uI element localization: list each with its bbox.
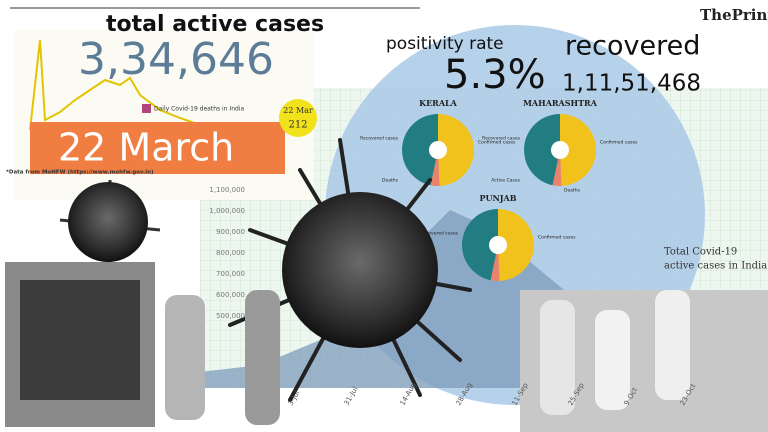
- pie-slice: [438, 114, 475, 186]
- y-tick-label: 700,000: [216, 270, 245, 278]
- pie-label: Active Cases: [491, 178, 520, 184]
- pie-hole: [429, 141, 447, 159]
- y-tick-label: 1,000,000: [209, 207, 245, 215]
- active-chart-title: active cases in India: [664, 261, 767, 272]
- pie-state: MAHARASHTRA: [523, 98, 598, 108]
- pie-label: Deaths: [564, 188, 581, 194]
- pie-state: KERALA: [419, 98, 458, 108]
- ambulance-door: [20, 280, 140, 400]
- pie-slice: [402, 114, 438, 186]
- worker: [540, 300, 575, 415]
- source-note: *Data from MoHFW (https://www.mohfw.gov.…: [6, 170, 154, 176]
- pie-label: Confirmed cases: [538, 235, 576, 241]
- pie-hole: [489, 236, 507, 254]
- x-tick-label: 3-Jul: [287, 389, 302, 407]
- positivity-value: 5.3%: [444, 52, 546, 98]
- y-tick-label: 600,000: [216, 291, 245, 299]
- pie-slice: [552, 150, 562, 186]
- headline-label: total active cases: [106, 12, 324, 37]
- callout-circle: [279, 99, 317, 137]
- recovered-label: recovered: [565, 31, 700, 62]
- pie-slice: [560, 113, 597, 186]
- y-tick-label: 1,100,000: [209, 186, 245, 194]
- pie-slice: [523, 114, 560, 186]
- worker: [245, 290, 280, 425]
- positivity-label: positivity rate: [386, 34, 504, 54]
- pie-label: Confirmed cases: [478, 140, 516, 146]
- pie-hole: [551, 141, 569, 159]
- pie-slice: [430, 150, 440, 186]
- headline-value: 3,34,646: [78, 34, 274, 85]
- y-tick-label: 500,000: [216, 312, 245, 320]
- pie-slice: [490, 245, 500, 281]
- pie-label: Recovered cases: [420, 231, 459, 237]
- pie-label: Deaths: [382, 178, 399, 184]
- y-tick-label: 800,000: [216, 249, 245, 257]
- x-tick-label: 31-Jul: [343, 385, 360, 407]
- date-banner: [30, 122, 285, 174]
- worker: [595, 310, 630, 410]
- date-banner-text: 22 March: [58, 126, 234, 170]
- legend-swatch: [142, 104, 151, 113]
- pie-state: PUNJAB: [479, 193, 516, 203]
- active-chart-title: Total Covid-19: [664, 247, 737, 258]
- callout-date: 22 Mar: [283, 106, 313, 115]
- worker: [165, 295, 205, 420]
- y-tick-label: 900,000: [216, 228, 245, 236]
- pie-label: Confirmed cases: [600, 140, 638, 146]
- deaths-legend: Daily Covid-19 deaths in India: [154, 106, 244, 113]
- worker: [655, 290, 690, 400]
- pie-slice: [462, 209, 498, 281]
- virus: [59, 138, 472, 402]
- brand: ThePrint: [700, 6, 768, 24]
- pie-label: Recovered cases: [360, 136, 399, 142]
- pie-label: Recovered cases: [482, 136, 521, 142]
- pie-slice: [498, 209, 534, 281]
- callout-value: 212: [288, 120, 307, 131]
- recovered-value: 1,11,51,468: [562, 71, 701, 97]
